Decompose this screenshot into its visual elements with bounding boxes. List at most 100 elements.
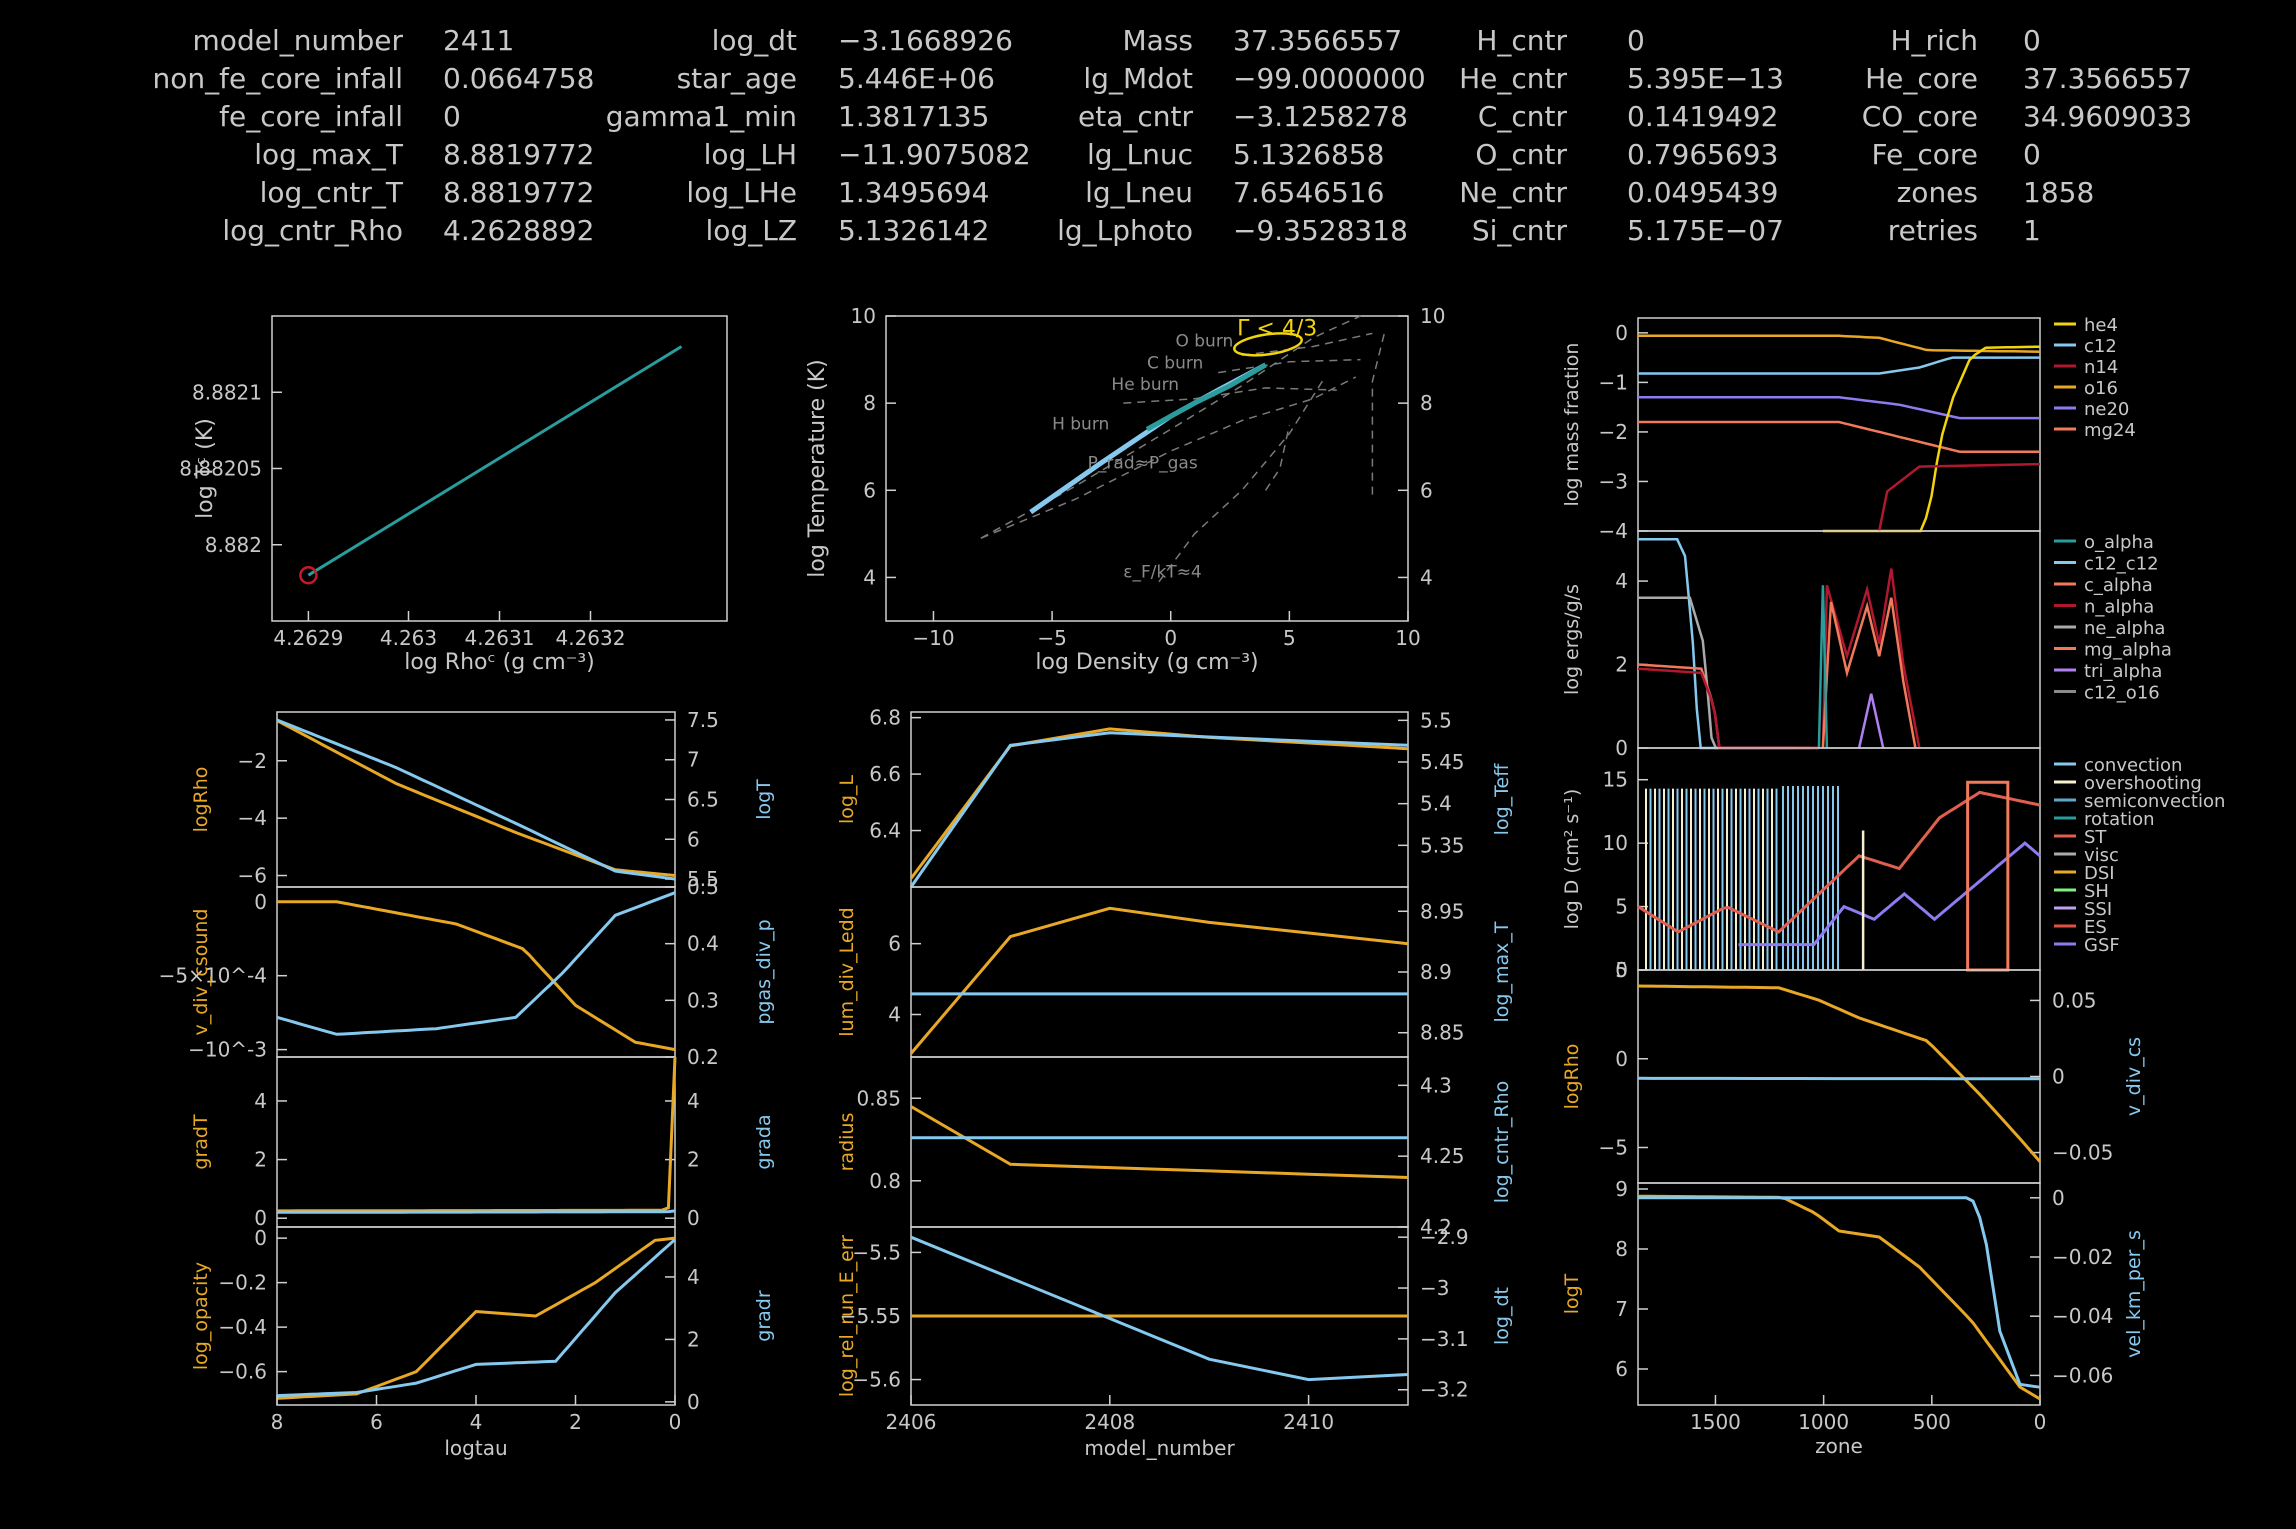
tvel-right-label: vel_km_per_s xyxy=(2123,1230,2145,1358)
hist3-y2-tick: 4.2 xyxy=(1420,1215,1452,1239)
eps-mg-alpha xyxy=(1637,667,1819,750)
prof1-y2-tick: 5.5 xyxy=(687,867,719,891)
eps-tri-alpha xyxy=(1857,693,1885,749)
hr-edge-line xyxy=(1371,333,1386,495)
header-key: O_cntr xyxy=(1475,138,1567,171)
header-key: log_LZ xyxy=(705,214,797,247)
eps-y-tick: 0 xyxy=(1615,736,1628,760)
eps-legend-label: mg_alpha xyxy=(2084,640,2172,661)
header-key: non_fe_core_infall xyxy=(152,62,403,95)
prof1-y2-tick: 7.5 xyxy=(687,708,719,732)
hist-x-tick: 2408 xyxy=(1084,1410,1135,1434)
header-key: log_LHe xyxy=(686,176,797,209)
abund-o16 xyxy=(1638,334,2041,353)
trho-x-tick: 4.2631 xyxy=(465,626,535,650)
rhovcs-y-tick: 0 xyxy=(1615,1047,1628,1071)
hist1-y-tick: 6.4 xyxy=(869,819,901,843)
header-key: He_core xyxy=(1865,62,1978,95)
mix-legend-label: ES xyxy=(2084,917,2107,938)
prof4-y-tick: −0.6 xyxy=(218,1360,267,1384)
hist2-y2-tick: 8.9 xyxy=(1420,960,1452,984)
abund-legend-label: mg24 xyxy=(2084,420,2136,441)
abund-legend-label: c12 xyxy=(2084,336,2117,357)
tvel-logt xyxy=(1637,1194,2041,1401)
mix-ylabel: log D (cm² s⁻¹) xyxy=(1561,789,1583,930)
header-value: −3.1668926 xyxy=(838,24,1013,57)
hr-x-tick: 10 xyxy=(1395,626,1420,650)
eps-o-alpha xyxy=(1817,585,1829,749)
hist1-y2-tick: 5.45 xyxy=(1420,750,1465,774)
rhovcs-y-tick: −5 xyxy=(1599,1136,1628,1160)
hr-y2-tick: 8 xyxy=(1420,391,1433,415)
header-value: 0.0664758 xyxy=(443,62,595,95)
header-key: eta_cntr xyxy=(1078,100,1193,133)
header-key: Si_cntr xyxy=(1471,214,1567,247)
hr-y2-tick: 10 xyxy=(1420,304,1445,328)
prof4-frame xyxy=(276,1226,676,1406)
hist4-y-tick: −5.55 xyxy=(840,1304,901,1328)
header-key: log_max_T xyxy=(254,138,403,171)
prof3-y-tick: 4 xyxy=(254,1089,267,1113)
hr-oburn-line xyxy=(1241,332,1373,356)
header-key: Ne_cntr xyxy=(1459,176,1567,209)
header-key: C_cntr xyxy=(1477,100,1567,133)
header-key: retries xyxy=(1887,214,1978,247)
rhovcs-y2-tick: 0.05 xyxy=(2052,988,2097,1012)
eps-y-tick: 2 xyxy=(1615,653,1628,677)
prof3-y2-tick: 4 xyxy=(687,1089,700,1113)
hist4-right-series xyxy=(910,1235,1409,1382)
prof4-right-series xyxy=(276,1238,676,1398)
tvel-y2-tick: −0.04 xyxy=(2052,1304,2113,1328)
tvel-xlabel: zone xyxy=(1815,1434,1863,1458)
hr-profile-inner xyxy=(1145,362,1267,432)
prof2-y2-tick: 0.3 xyxy=(687,988,719,1012)
header-value: −11.9075082 xyxy=(838,138,1031,171)
hr-xlabel: log Density (g cm⁻³) xyxy=(1035,650,1258,675)
hr-x-tick: 0 xyxy=(1164,626,1177,650)
prof-xlabel: logtau xyxy=(444,1436,507,1460)
header-key: H_rich xyxy=(1890,24,1979,57)
abund-legend-label: ne20 xyxy=(2084,399,2129,420)
header-value: −3.1258278 xyxy=(1233,100,1408,133)
header-value: 0.0495439 xyxy=(1627,176,1779,209)
header-value: 37.3566557 xyxy=(1233,24,1403,57)
hist3-left-series xyxy=(910,1105,1409,1179)
abund-ylabel: log mass fraction xyxy=(1561,343,1583,507)
prof2-right-label: pgas_div_p xyxy=(753,919,775,1024)
hist2-left-label: lum_div_Ledd xyxy=(836,907,858,1036)
header-key: Fe_core xyxy=(1871,138,1978,171)
rhovcs-right-label: v_div_cs xyxy=(2123,1037,2145,1116)
hist3-y-tick: 0.8 xyxy=(869,1169,901,1193)
hist1-frame xyxy=(910,711,1409,888)
prof4-y-tick: −0.4 xyxy=(218,1315,267,1339)
hr-cburn-line xyxy=(1218,358,1361,374)
prof2-y-tick: 0 xyxy=(254,890,267,914)
tvel-x-tick: 0 xyxy=(2034,1410,2047,1434)
header-value: 5.395E−13 xyxy=(1627,62,1784,95)
prof2-y2-tick: 0.2 xyxy=(687,1045,719,1069)
header-key: CO_core xyxy=(1861,100,1978,133)
header-key: star_age xyxy=(676,62,797,95)
hist4-y-tick: −5.6 xyxy=(852,1368,901,1392)
hr-annotation: H burn xyxy=(1052,414,1109,434)
header-key: He_cntr xyxy=(1459,62,1567,95)
hr-annotation: O burn xyxy=(1175,332,1233,352)
trho-x-tick: 4.2632 xyxy=(556,626,626,650)
hist1-y-tick: 6.8 xyxy=(869,706,901,730)
header-key: log_LH xyxy=(703,138,797,171)
prof1-right-label: logT xyxy=(753,779,775,820)
eps-c-alpha xyxy=(1637,663,1819,750)
hist2-left-series xyxy=(909,906,1409,1055)
hist4-y2-tick: −3.1 xyxy=(1420,1327,1469,1351)
hist3-frame xyxy=(910,1056,1409,1228)
prof2-y2-tick: 0.5 xyxy=(687,875,719,899)
hr-x-tick: −10 xyxy=(912,626,954,650)
eps-legend-label: o_alpha xyxy=(2084,532,2154,553)
tvel-y2-tick: −0.06 xyxy=(2052,1363,2113,1387)
mix-legend-label: rotation xyxy=(2084,809,2155,830)
prof4-y-tick: 0 xyxy=(254,1226,267,1250)
prof1-y2-tick: 6 xyxy=(687,827,700,851)
hr-y2-tick: 6 xyxy=(1420,478,1433,502)
rhovcs-frame xyxy=(1637,969,2041,1184)
header-value: −9.3528318 xyxy=(1233,214,1408,247)
